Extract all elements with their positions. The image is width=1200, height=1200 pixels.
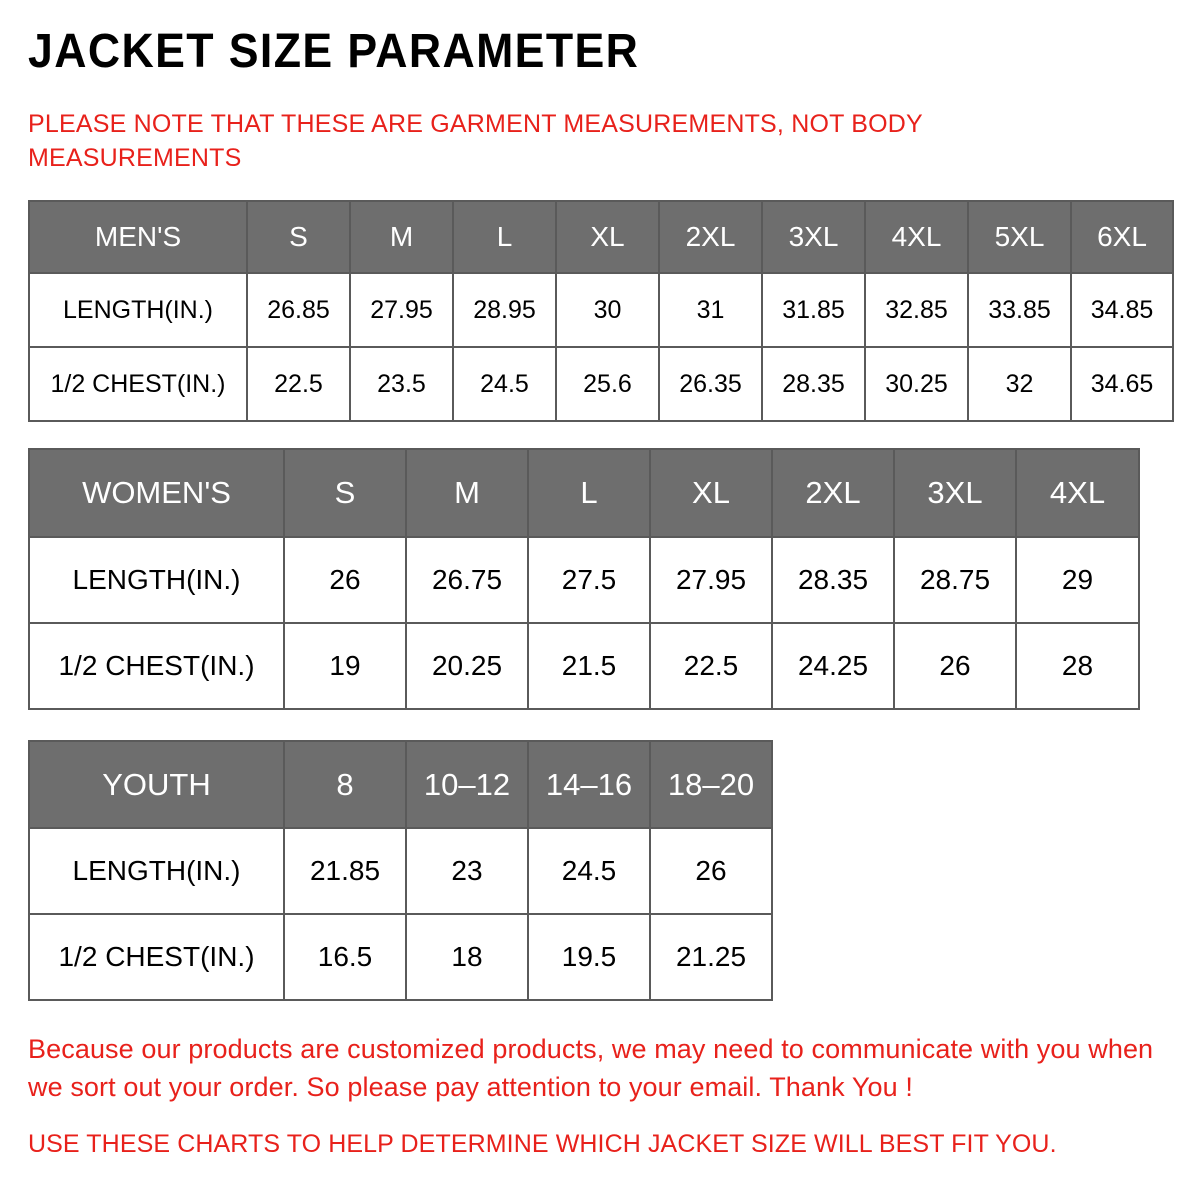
youth-cell: 21.85: [283, 827, 407, 915]
womens-size-header: L: [527, 448, 651, 538]
mens-size-table: MEN'S S M L XL 2XL 3XL 4XL 5XL 6XL LENGT…: [28, 200, 1174, 422]
womens-cell: 21.5: [527, 622, 651, 710]
mens-size-header: XL: [555, 200, 660, 274]
youth-cell: 26: [649, 827, 773, 915]
womens-cell: 20.25: [405, 622, 529, 710]
table-row: 1/2 CHEST(IN.) 19 20.25 21.5 22.5 24.25 …: [28, 622, 1140, 710]
womens-cell: 27.95: [649, 536, 773, 624]
mens-cell: 26.85: [246, 272, 351, 348]
womens-corner-label: WOMEN'S: [28, 448, 285, 538]
mens-size-header: S: [246, 200, 351, 274]
youth-corner-label: YOUTH: [28, 740, 285, 829]
womens-size-header: 3XL: [893, 448, 1017, 538]
mens-cell: 30: [555, 272, 660, 348]
mens-cell: 27.95: [349, 272, 454, 348]
table-row: 1/2 CHEST(IN.) 16.5 18 19.5 21.25: [28, 913, 773, 1001]
youth-size-header: 14–16: [527, 740, 651, 829]
womens-header-row: WOMEN'S S M L XL 2XL 3XL 4XL: [28, 448, 1140, 538]
youth-size-header: 8: [283, 740, 407, 829]
womens-cell: 26: [283, 536, 407, 624]
mens-table-head: MEN'S S M L XL 2XL 3XL 4XL 5XL 6XL: [28, 200, 1174, 274]
mens-row-label: 1/2 CHEST(IN.): [28, 346, 248, 422]
mens-size-header: 6XL: [1070, 200, 1174, 274]
womens-cell: 28: [1015, 622, 1140, 710]
youth-size-table: YOUTH 8 10–12 14–16 18–20 LENGTH(IN.) 21…: [28, 740, 773, 1001]
youth-header-row: YOUTH 8 10–12 14–16 18–20: [28, 740, 773, 829]
garment-measurement-notice: PLEASE NOTE THAT THESE ARE GARMENT MEASU…: [28, 110, 923, 172]
table-row: LENGTH(IN.) 26.85 27.95 28.95 30 31 31.8…: [28, 272, 1174, 348]
youth-cell: 16.5: [283, 913, 407, 1001]
youth-row-label: 1/2 CHEST(IN.): [28, 913, 285, 1001]
mens-size-header: 4XL: [864, 200, 969, 274]
mens-size-header: L: [452, 200, 557, 274]
youth-cell: 23: [405, 827, 529, 915]
youth-size-header: 18–20: [649, 740, 773, 829]
womens-cell: 27.5: [527, 536, 651, 624]
youth-cell: 21.25: [649, 913, 773, 1001]
womens-table-body: LENGTH(IN.) 26 26.75 27.5 27.95 28.35 28…: [28, 536, 1140, 710]
mens-cell: 24.5: [452, 346, 557, 422]
womens-cell: 26.75: [405, 536, 529, 624]
mens-cell: 33.85: [967, 272, 1072, 348]
table-row: LENGTH(IN.) 26 26.75 27.5 27.95 28.35 28…: [28, 536, 1140, 624]
womens-row-label: 1/2 CHEST(IN.): [28, 622, 285, 710]
youth-size-header: 10–12: [405, 740, 529, 829]
mens-cell: 30.25: [864, 346, 969, 422]
mens-header-row: MEN'S S M L XL 2XL 3XL 4XL 5XL 6XL: [28, 200, 1174, 274]
womens-cell: 24.25: [771, 622, 895, 710]
mens-cell: 34.65: [1070, 346, 1174, 422]
womens-cell: 29: [1015, 536, 1140, 624]
mens-size-header: 2XL: [658, 200, 763, 274]
mens-cell: 28.95: [452, 272, 557, 348]
mens-cell: 31: [658, 272, 763, 348]
womens-cell: 22.5: [649, 622, 773, 710]
mens-cell: 23.5: [349, 346, 454, 422]
mens-size-header: M: [349, 200, 454, 274]
womens-size-header: 4XL: [1015, 448, 1140, 538]
mens-size-header: 3XL: [761, 200, 866, 274]
youth-table-head: YOUTH 8 10–12 14–16 18–20: [28, 740, 773, 829]
table-row: 1/2 CHEST(IN.) 22.5 23.5 24.5 25.6 26.35…: [28, 346, 1174, 422]
youth-cell: 19.5: [527, 913, 651, 1001]
womens-table-head: WOMEN'S S M L XL 2XL 3XL 4XL: [28, 448, 1140, 538]
youth-cell: 18: [405, 913, 529, 1001]
womens-size-header: M: [405, 448, 529, 538]
mens-cell: 34.85: [1070, 272, 1174, 348]
mens-cell: 31.85: [761, 272, 866, 348]
mens-corner-label: MEN'S: [28, 200, 248, 274]
mens-cell: 25.6: [555, 346, 660, 422]
customization-note: Because our products are customized prod…: [28, 1034, 1154, 1103]
mens-cell: 32.85: [864, 272, 969, 348]
youth-table-body: LENGTH(IN.) 21.85 23 24.5 26 1/2 CHEST(I…: [28, 827, 773, 1001]
mens-cell: 22.5: [246, 346, 351, 422]
womens-cell: 28.35: [771, 536, 895, 624]
womens-cell: 28.75: [893, 536, 1017, 624]
womens-size-header: 2XL: [771, 448, 895, 538]
mens-cell: 26.35: [658, 346, 763, 422]
mens-size-header: 5XL: [967, 200, 1072, 274]
table-row: LENGTH(IN.) 21.85 23 24.5 26: [28, 827, 773, 915]
womens-size-header: XL: [649, 448, 773, 538]
womens-cell: 26: [893, 622, 1017, 710]
youth-cell: 24.5: [527, 827, 651, 915]
mens-table-body: LENGTH(IN.) 26.85 27.95 28.95 30 31 31.8…: [28, 272, 1174, 422]
chart-usage-note: USE THESE CHARTS TO HELP DETERMINE WHICH…: [28, 1130, 1057, 1158]
mens-row-label: LENGTH(IN.): [28, 272, 248, 348]
womens-cell: 19: [283, 622, 407, 710]
womens-size-table: WOMEN'S S M L XL 2XL 3XL 4XL LENGTH(IN.)…: [28, 448, 1140, 710]
youth-row-label: LENGTH(IN.): [28, 827, 285, 915]
womens-size-header: S: [283, 448, 407, 538]
womens-row-label: LENGTH(IN.): [28, 536, 285, 624]
mens-cell: 32: [967, 346, 1072, 422]
mens-cell: 28.35: [761, 346, 866, 422]
page-title: JACKET SIZE PARAMETER: [28, 25, 640, 78]
